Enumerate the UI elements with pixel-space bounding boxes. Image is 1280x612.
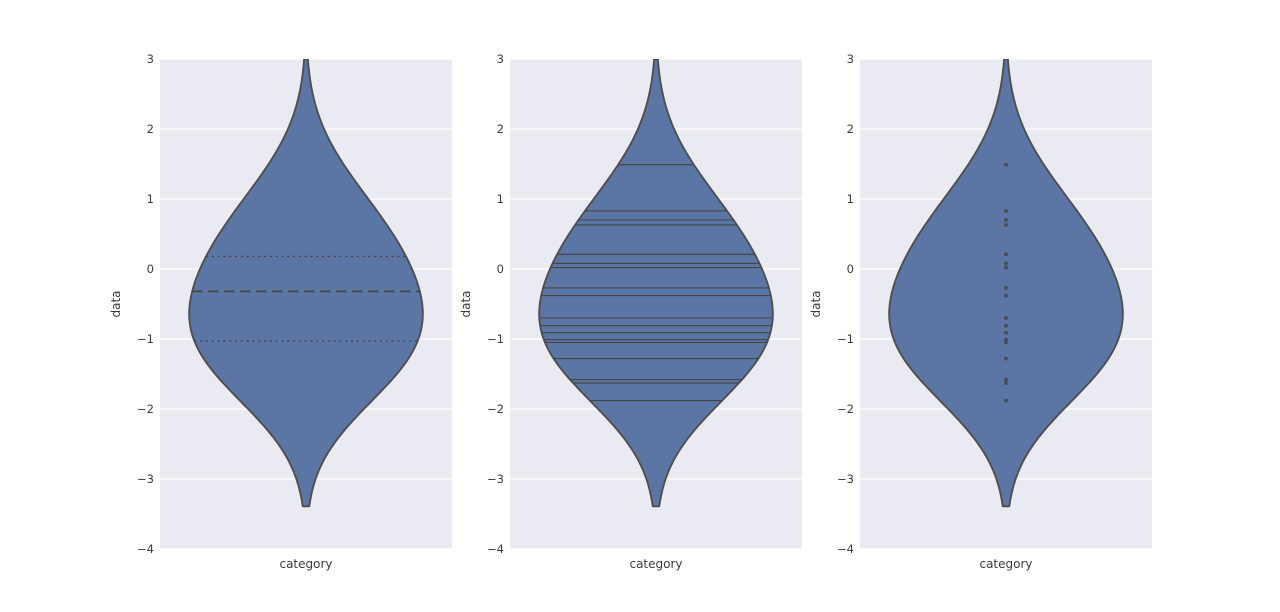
data-point [1004,252,1008,256]
data-point [1004,316,1008,320]
plot-area-point [860,59,1152,549]
violin-panel-quartile: data 3 2 1 0 −1 −2 −3 −4 category [100,0,452,612]
y-tick-label: 1 [146,192,154,206]
y-tick-label: −4 [487,542,504,556]
y-tick-label: −2 [837,402,854,416]
y-tick-label: 3 [846,52,854,66]
data-point [1004,340,1008,345]
data-point [1004,209,1008,213]
y-tick-label: 0 [146,262,154,276]
data-point [1004,293,1008,298]
y-tick-label: 1 [496,192,504,206]
y-tick-label: 2 [146,122,154,136]
y-tick-label: −3 [487,472,504,486]
y-tick-label: 2 [496,122,504,136]
y-tick-label: 2 [846,122,854,136]
y-tick-label: −4 [137,542,154,556]
data-point [1004,398,1008,403]
data-point [1004,338,1008,342]
violin-chart-point [860,59,1152,549]
y-axis-label: data [809,290,823,318]
plot-area-quartile [160,59,452,549]
y-axis-label: data [459,290,473,318]
y-tick-label: −1 [137,332,154,346]
y-tick-label: 3 [146,52,154,66]
y-axis-label: data [109,290,123,318]
data-point [1004,331,1008,335]
y-tick-label: −4 [837,542,854,556]
violin-body [538,59,774,508]
data-point [1004,377,1008,382]
y-tick-label: 0 [496,262,504,276]
data-point [1004,265,1008,270]
plot-area-stick [510,59,802,549]
data-point [1004,381,1008,385]
violin-chart-quartile [160,59,452,549]
data-point [1004,356,1008,361]
x-axis-label: category [629,557,683,571]
y-tick-label: −2 [487,402,504,416]
violin-panel-point: data 3 2 1 0 −1 −2 −3 −4 category [800,0,1152,612]
violin-body [188,59,424,508]
x-axis-label: category [979,557,1033,571]
y-tick-label: −1 [487,332,504,346]
y-tick-label: 3 [496,52,504,66]
y-tick-label: 0 [846,262,854,276]
y-tick-label: −2 [137,402,154,416]
data-point [1004,261,1008,266]
x-axis-label: category [279,557,333,571]
data-point [1004,324,1008,328]
violin-panel-stick: data 3 2 1 0 −1 −2 −3 −4 category [450,0,802,612]
data-point [1004,218,1008,222]
y-tick-label: 1 [846,192,854,206]
data-point [1004,223,1008,227]
y-tick-label: −3 [137,472,154,486]
violin-body [888,59,1124,508]
data-point [1004,286,1008,290]
y-tick-label: −3 [837,472,854,486]
y-tick-label: −1 [837,332,854,346]
data-point [1004,163,1008,167]
violin-chart-stick [510,59,802,549]
